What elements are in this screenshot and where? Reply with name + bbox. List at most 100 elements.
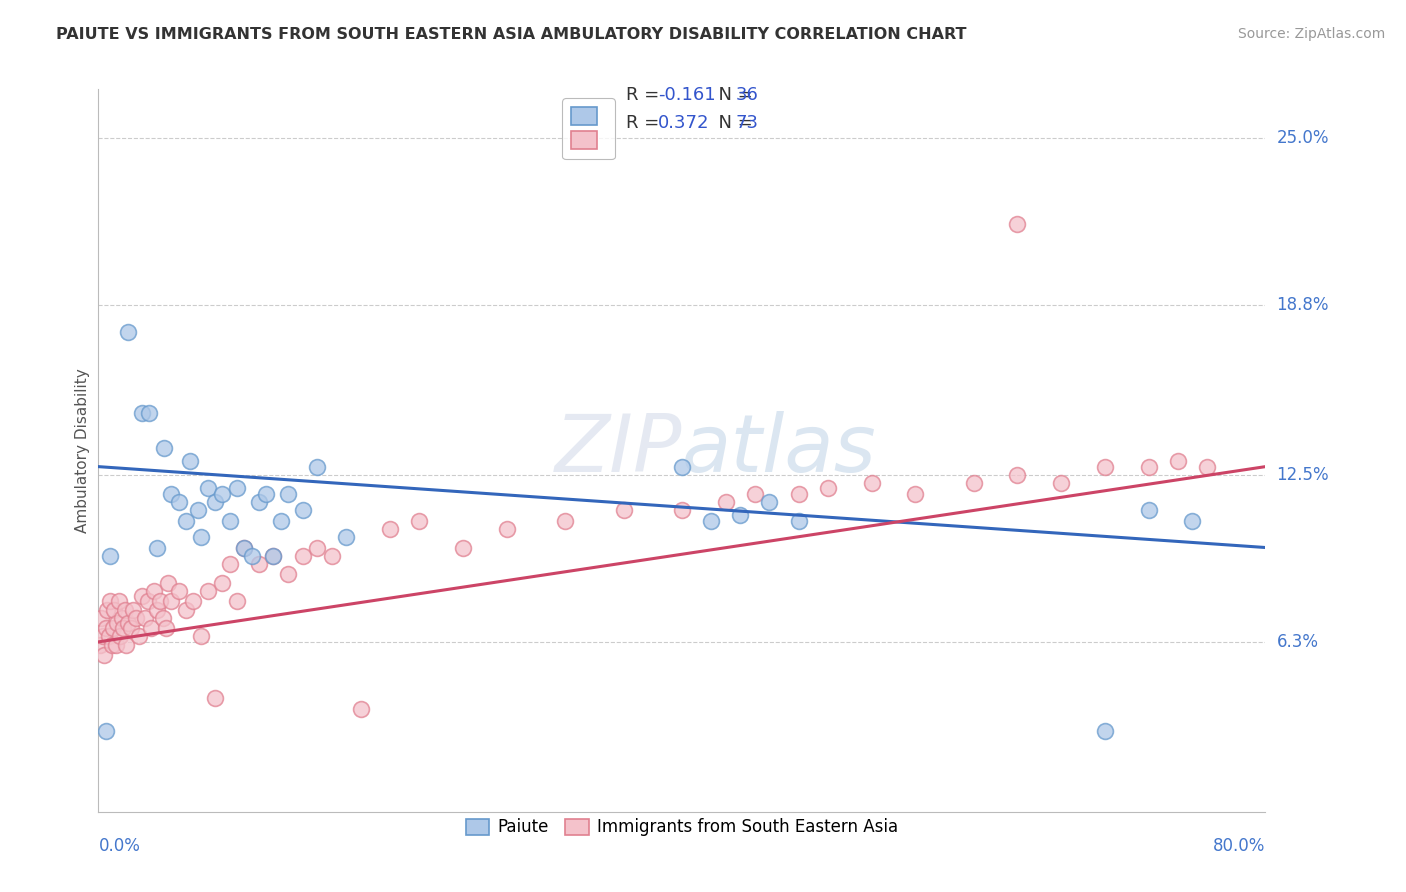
Point [612,502,634,516]
Point [262,549,284,563]
Text: 0.0%: 0.0% [98,837,141,855]
Point [101,621,124,635]
Point [962,475,984,490]
Point [277,486,299,500]
Point [153,441,176,455]
Point [1181,514,1204,528]
Point [91,630,114,644]
Text: 73: 73 [735,114,758,132]
Point [131,589,153,603]
Text: R =: R = [626,87,665,104]
Point [240,549,263,563]
Point [93,648,115,663]
Point [451,541,474,555]
Text: 18.8%: 18.8% [1277,296,1329,314]
Text: atlas: atlas [682,411,877,490]
Point [408,514,430,528]
Point [110,630,132,644]
Text: 36: 36 [735,87,758,104]
Point [1050,475,1073,490]
Point [115,638,138,652]
Point [350,702,373,716]
Point [211,486,233,500]
Point [554,514,576,528]
Point [174,514,197,528]
Point [247,494,270,508]
Point [190,530,212,544]
Point [1007,467,1029,482]
Text: ZIP: ZIP [554,411,682,490]
Point [94,723,117,738]
Point [291,549,314,563]
Point [254,486,277,500]
Point [226,594,249,608]
Point [714,494,737,508]
Legend: Paiute, Immigrants from South Eastern Asia: Paiute, Immigrants from South Eastern As… [458,812,905,843]
Point [142,583,165,598]
Point [131,406,153,420]
Text: N =: N = [707,87,759,104]
Point [671,502,693,516]
Text: 6.3%: 6.3% [1277,632,1319,651]
Point [1094,459,1116,474]
Point [380,522,402,536]
Point [744,486,766,500]
Point [787,486,810,500]
Point [307,541,329,555]
Point [247,557,270,571]
Point [307,459,329,474]
Point [817,481,839,495]
Point [204,494,226,508]
Point [226,481,249,495]
Point [105,615,128,630]
Point [187,502,209,516]
Point [671,459,693,474]
Point [117,325,139,339]
Point [211,575,233,590]
Point [233,541,256,555]
Point [730,508,752,523]
Text: R =: R = [626,114,665,132]
Point [136,594,159,608]
Point [96,602,118,616]
Point [125,610,148,624]
Point [146,541,169,555]
Point [860,475,883,490]
Point [197,583,219,598]
Point [108,594,131,608]
Point [98,549,121,563]
Text: PAIUTE VS IMMIGRANTS FROM SOUTH EASTERN ASIA AMBULATORY DISABILITY CORRELATION C: PAIUTE VS IMMIGRANTS FROM SOUTH EASTERN … [56,27,967,42]
Point [104,638,127,652]
Text: -0.161: -0.161 [658,87,716,104]
Point [146,602,169,616]
Point [190,630,212,644]
Text: 80.0%: 80.0% [1213,837,1265,855]
Point [904,486,927,500]
Point [218,557,240,571]
Point [114,602,136,616]
Point [100,638,122,652]
Point [291,502,314,516]
Point [270,514,292,528]
Point [155,621,177,635]
Point [98,594,121,608]
Text: Source: ZipAtlas.com: Source: ZipAtlas.com [1237,27,1385,41]
Point [496,522,519,536]
Y-axis label: Ambulatory Disability: Ambulatory Disability [75,368,90,533]
Point [262,549,284,563]
Point [138,406,160,420]
Point [90,610,112,624]
Point [152,610,174,624]
Point [160,594,183,608]
Point [122,602,145,616]
Point [139,621,162,635]
Point [179,454,201,468]
Point [700,514,723,528]
Point [97,630,120,644]
Text: 12.5%: 12.5% [1277,466,1329,483]
Point [1094,723,1116,738]
Point [167,494,190,508]
Point [1167,454,1189,468]
Text: 25.0%: 25.0% [1277,128,1329,146]
Point [204,691,226,706]
